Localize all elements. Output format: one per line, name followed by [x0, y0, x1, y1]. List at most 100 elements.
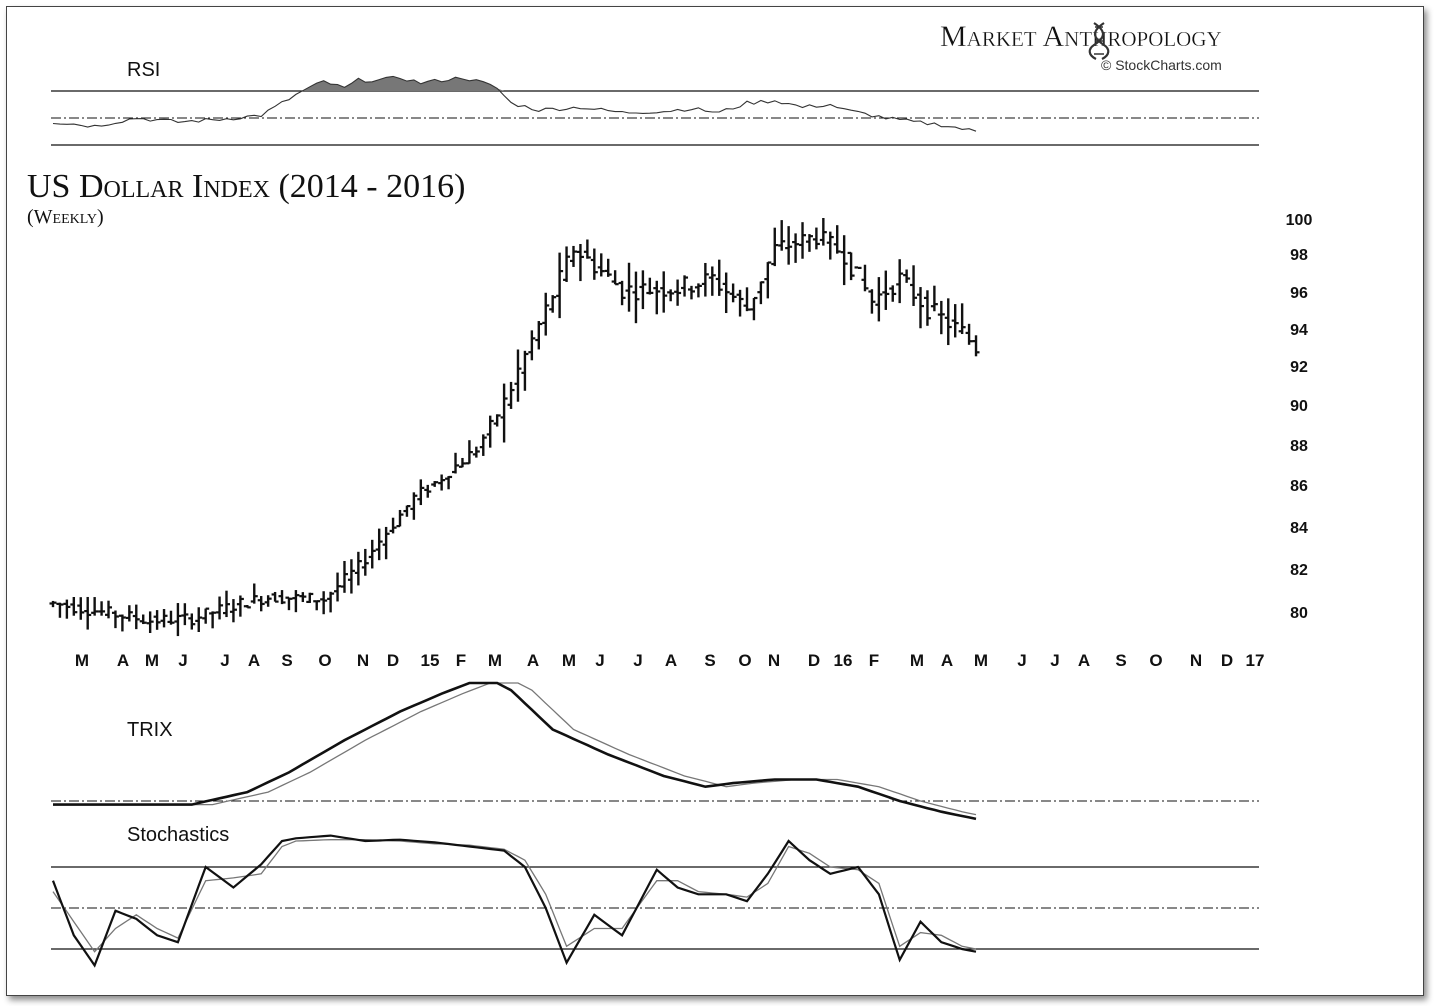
x-tick-label: M — [910, 651, 924, 670]
price-bar — [153, 610, 161, 630]
price-bar — [56, 602, 64, 618]
price-bar — [701, 262, 709, 297]
price-bar — [229, 599, 237, 623]
price-bar — [563, 246, 571, 282]
price-bar — [708, 266, 716, 296]
price-panel: US Dollar Index (2014 - 2016) (Weekly) 8… — [27, 168, 1312, 670]
price-bar — [320, 591, 328, 615]
x-tick-label: N — [768, 651, 780, 670]
price-bar — [826, 231, 834, 260]
price-bar — [223, 590, 230, 618]
price-bar — [105, 600, 113, 619]
price-bar — [542, 292, 550, 336]
price-bar — [493, 414, 501, 427]
price-bar — [799, 222, 807, 259]
price-bar — [805, 234, 813, 252]
brand-name: Market Anthropology — [940, 20, 1222, 53]
price-bar — [778, 220, 786, 251]
price-bar — [646, 277, 654, 295]
trix-panel: TRIX — [51, 681, 1259, 821]
price-bar — [306, 592, 314, 604]
price-bar — [139, 614, 147, 625]
x-tick-label: 16 — [834, 651, 853, 670]
price-bar — [431, 481, 439, 487]
price-bar — [118, 614, 126, 632]
price-bar — [445, 475, 453, 490]
y-tick-label: 82 — [1290, 562, 1308, 579]
price-bar — [403, 504, 411, 517]
price-bar — [278, 590, 286, 605]
y-tick-label: 94 — [1290, 322, 1308, 339]
price-bar — [264, 595, 272, 607]
x-tick-label: N — [1190, 651, 1202, 670]
price-bar — [882, 270, 890, 310]
price-bar — [472, 446, 480, 458]
price-bar — [604, 258, 612, 277]
price-bar — [327, 591, 335, 613]
x-tick-label: A — [248, 651, 260, 670]
price-bar — [535, 321, 543, 350]
price-bar — [236, 595, 244, 617]
price-bar — [167, 610, 175, 625]
price-bar — [674, 279, 682, 306]
price-bar — [375, 528, 383, 561]
price-bar — [576, 244, 584, 282]
x-tick-label: A — [941, 651, 953, 670]
price-bar — [792, 233, 800, 263]
rsi-panel: RSI — [51, 59, 1259, 146]
x-tick-label: A — [665, 651, 677, 670]
price-bar — [292, 590, 300, 613]
x-tick-label: N — [357, 651, 369, 670]
y-tick-label: 100 — [1286, 212, 1313, 229]
price-bar — [438, 474, 446, 491]
price-bar — [667, 289, 675, 302]
price-bar — [243, 605, 251, 609]
price-bar — [91, 597, 99, 616]
price-bar — [868, 289, 876, 314]
x-tick-label: A — [527, 651, 539, 670]
price-bar — [49, 600, 57, 608]
price-bar — [458, 457, 466, 468]
price-bar — [597, 253, 605, 277]
price-bar — [202, 607, 210, 624]
price-bar — [937, 300, 945, 335]
price-bar — [944, 298, 952, 346]
price-bar — [361, 548, 369, 576]
price-bar — [681, 275, 689, 297]
price-bar — [556, 252, 564, 319]
x-tick-label: F — [869, 651, 879, 670]
x-tick-label: M — [75, 651, 89, 670]
price-bar — [528, 330, 536, 361]
price-bar — [903, 269, 911, 283]
price-bar — [340, 560, 348, 593]
price-bar — [653, 280, 661, 315]
price-bar — [410, 492, 418, 520]
stochastics-panel: Stochastics — [51, 824, 1259, 968]
dna-helix-icon — [1088, 22, 1110, 60]
x-tick-label: J — [178, 651, 187, 670]
y-tick-label: 90 — [1290, 398, 1308, 415]
price-bar — [174, 603, 182, 637]
price-bar — [188, 613, 196, 630]
x-tick-label: D — [387, 651, 399, 670]
x-tick-label: O — [318, 651, 331, 670]
x-tick-label: M — [145, 651, 159, 670]
price-bar — [216, 596, 224, 620]
price-bar — [847, 251, 855, 281]
price-bar — [368, 539, 376, 569]
price-bar — [271, 591, 279, 603]
price-bar — [334, 572, 342, 602]
price-bar — [77, 597, 85, 620]
stochastics-label: Stochastics — [127, 824, 229, 846]
y-axis-ticks: 80 82 84 86 88 90 92 94 96 98 100 — [1286, 212, 1313, 622]
price-bar — [347, 559, 355, 594]
price-bar — [285, 596, 293, 611]
price-bar — [923, 290, 931, 326]
price-bar — [549, 295, 557, 313]
price-bar — [63, 599, 71, 619]
price-bar — [896, 259, 904, 304]
chart-subtitle: (Weekly) — [27, 206, 104, 228]
price-bar — [833, 225, 841, 254]
price-bar — [639, 270, 647, 310]
price-bar — [930, 285, 938, 312]
